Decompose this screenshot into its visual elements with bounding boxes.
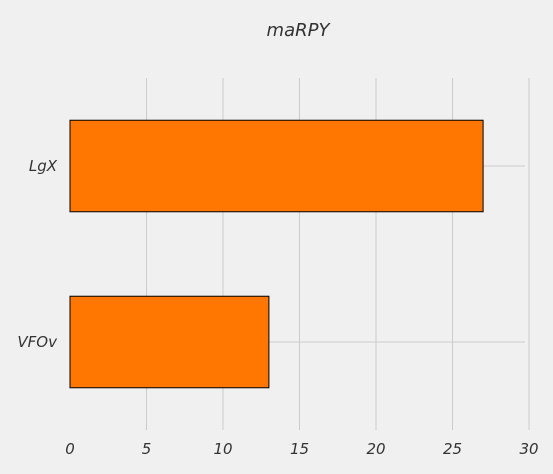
x-tick-label: 10 [213, 440, 232, 458]
bar-LgX [69, 119, 484, 213]
x-tick-labels: 0 5 10 15 20 25 30 [65, 440, 538, 458]
bar-VFOv [69, 295, 270, 389]
x-tick-label: 25 [443, 440, 462, 458]
x-tick-label: 30 [519, 440, 538, 458]
y-tick-label: LgX [29, 157, 58, 175]
bars [69, 119, 484, 389]
x-tick-label: 20 [366, 440, 385, 458]
y-tick-label: VFOv [17, 333, 58, 351]
chart-title: maRPY [267, 20, 332, 41]
x-tick-label: 15 [290, 440, 309, 458]
x-tick-label: 5 [142, 440, 152, 458]
y-tick-labels: LgX VFOv [17, 157, 58, 351]
x-tick-label: 0 [65, 440, 75, 458]
